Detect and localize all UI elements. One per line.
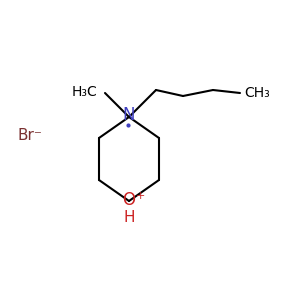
Text: H₃C: H₃C bbox=[72, 85, 98, 98]
Text: O: O bbox=[122, 191, 136, 209]
Text: CH₃: CH₃ bbox=[244, 86, 270, 100]
Text: N: N bbox=[123, 106, 135, 124]
Text: H: H bbox=[123, 210, 135, 225]
Text: +: + bbox=[136, 190, 145, 201]
Text: Br⁻: Br⁻ bbox=[18, 128, 42, 142]
